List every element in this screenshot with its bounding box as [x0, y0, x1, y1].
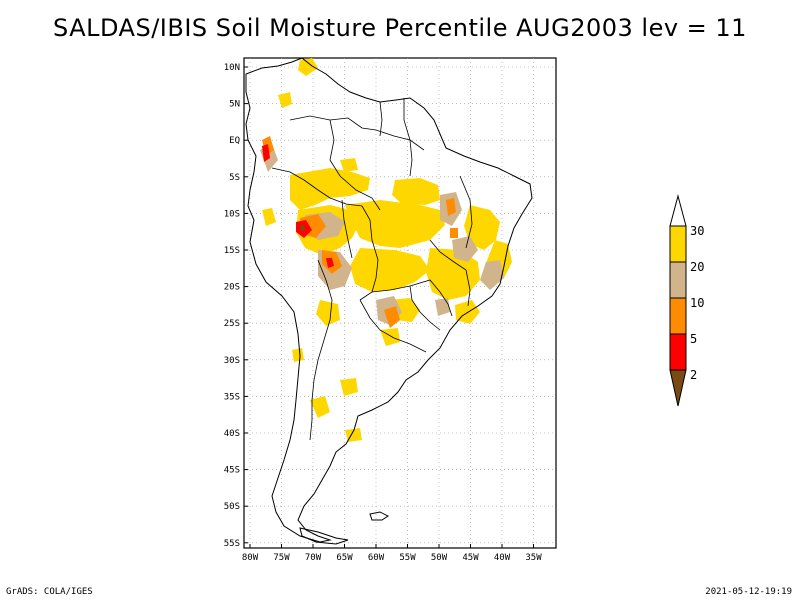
lat-tick-label: 5N	[229, 100, 240, 110]
latitude-tick-labels: 10N 5N EQ 5S 10S 15S 20S 25S 30S 35S 40S 45S 50S 55S	[224, 63, 240, 549]
moisture-field	[260, 58, 512, 442]
percentile-20-30-areas	[262, 58, 512, 442]
lon-tick-label: 45W	[462, 553, 479, 563]
colorbar-label-30: 30	[690, 224, 704, 238]
colorbar-label-10: 10	[690, 296, 704, 310]
lat-tick-label: 10N	[224, 63, 240, 73]
coastlines	[245, 57, 533, 545]
lat-tick-label: 45S	[224, 466, 240, 476]
footer-credit: GrADS: COLA/IGES	[6, 587, 93, 597]
lon-tick-label: 65W	[336, 553, 353, 563]
lat-tick-label: 30S	[224, 356, 240, 366]
colorbar-label-2: 2	[690, 368, 697, 382]
percentile-below-2-areas	[300, 225, 305, 231]
colorbar: 30 20 10 5 2	[669, 194, 704, 407]
lon-tick-label: 35W	[525, 553, 542, 563]
colorbar-above-30	[669, 194, 687, 227]
footer-timestamp: 2021-05-12-19:19	[705, 587, 792, 597]
lat-tick-label: 35S	[224, 392, 240, 402]
lon-tick-label: 75W	[273, 553, 290, 563]
lat-tick-label: 10S	[224, 209, 240, 219]
lat-tick-label: 5S	[229, 173, 240, 183]
lat-tick-label: EQ	[229, 136, 240, 146]
lat-tick-label: 15S	[224, 246, 240, 256]
lat-tick-label: 20S	[224, 283, 240, 293]
lon-tick-label: 70W	[305, 553, 322, 563]
colorbar-20-30	[669, 225, 687, 263]
lon-tick-label: 80W	[242, 553, 259, 563]
tierra-del-fuego	[299, 527, 349, 545]
colorbar-5-10	[669, 297, 687, 335]
longitude-tick-labels: 80W 75W 70W 65W 60W 55W 50W 45W 40W 35W	[242, 553, 542, 563]
lon-tick-label: 55W	[399, 553, 416, 563]
colorbar-10-20	[669, 261, 687, 299]
south-america-coastline	[245, 57, 533, 543]
colorbar-2-5	[669, 333, 687, 371]
lon-tick-label: 60W	[368, 553, 385, 563]
falklands	[369, 511, 389, 521]
lat-tick-label: 55S	[224, 539, 240, 549]
lon-tick-label: 40W	[494, 553, 511, 563]
lat-tick-label: 40S	[224, 429, 240, 439]
lat-tick-label: 50S	[224, 502, 240, 512]
colorbar-below-2	[669, 369, 687, 407]
chart-title: SALDAS/IBIS Soil Moisture Percentile AUG…	[53, 14, 747, 42]
colorbar-label-20: 20	[690, 260, 704, 274]
colorbar-label-5: 5	[690, 332, 697, 346]
lat-tick-label: 25S	[224, 319, 240, 329]
lon-tick-label: 50W	[431, 553, 448, 563]
country-borders	[271, 98, 473, 441]
